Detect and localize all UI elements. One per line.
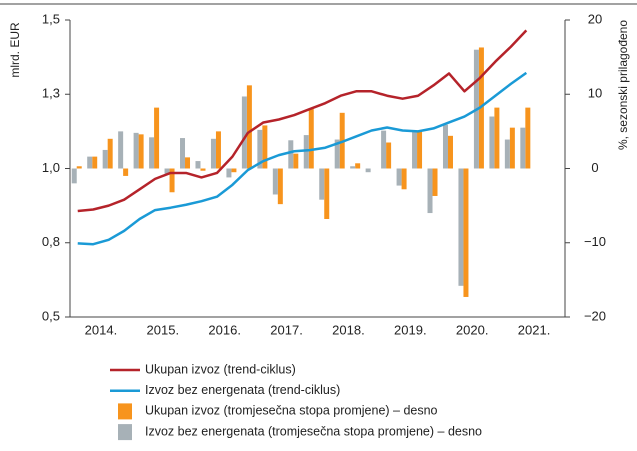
bar bbox=[417, 130, 423, 169]
x-tick-label: 2014. bbox=[85, 322, 118, 337]
bar bbox=[432, 168, 438, 196]
bar bbox=[246, 85, 252, 169]
bar bbox=[226, 168, 232, 178]
y-axis-label: mlrd. EUR bbox=[8, 22, 22, 78]
bar bbox=[520, 127, 526, 169]
y-tick-label: 1,3 bbox=[42, 86, 60, 101]
x-tick-label: 2017. bbox=[270, 322, 303, 337]
bar bbox=[149, 137, 155, 169]
bar bbox=[489, 116, 495, 169]
bar bbox=[504, 139, 510, 169]
y2-tick-label: 10 bbox=[588, 86, 602, 101]
line-series bbox=[77, 29, 528, 213]
bar bbox=[447, 135, 453, 169]
bar bbox=[272, 168, 278, 195]
bar bbox=[509, 127, 515, 169]
bar bbox=[180, 138, 186, 169]
bar bbox=[102, 149, 108, 169]
legend-swatch bbox=[118, 424, 132, 441]
bar bbox=[396, 168, 402, 186]
legend-swatch bbox=[118, 403, 132, 420]
bar bbox=[164, 168, 170, 174]
bar bbox=[92, 156, 98, 169]
bar bbox=[241, 96, 247, 169]
y2-tick-label: −20 bbox=[584, 308, 606, 323]
legend-label: Ukupan izvoz (tromjesečna stopa promjene… bbox=[145, 404, 438, 418]
bar bbox=[277, 168, 283, 205]
bar bbox=[185, 157, 191, 169]
bar bbox=[350, 166, 356, 169]
bar bbox=[381, 130, 387, 169]
bar bbox=[154, 107, 160, 169]
bar bbox=[463, 168, 469, 297]
bar bbox=[257, 129, 263, 169]
y2-tick-label: 20 bbox=[588, 11, 602, 26]
y-tick-label: 1,0 bbox=[42, 160, 60, 175]
bar bbox=[262, 125, 268, 169]
bar bbox=[494, 107, 500, 169]
legend-label: Izvoz bez energenata (trend-ciklus) bbox=[145, 383, 340, 397]
x-tick-label: 2021. bbox=[518, 322, 551, 337]
bar bbox=[215, 131, 221, 169]
bar bbox=[210, 138, 216, 169]
x-tick-label: 2018. bbox=[332, 322, 365, 337]
bar bbox=[427, 168, 433, 214]
bar bbox=[386, 142, 392, 169]
bar bbox=[303, 135, 309, 169]
bar bbox=[87, 156, 93, 169]
bar bbox=[107, 138, 113, 169]
bar bbox=[458, 168, 464, 286]
bar bbox=[118, 131, 124, 169]
bar bbox=[169, 168, 175, 193]
x-tick-label: 2015. bbox=[147, 322, 180, 337]
bar bbox=[133, 132, 139, 169]
bar bbox=[200, 168, 206, 171]
legend-label: Izvoz bez energenata (tromjesečna stopa … bbox=[145, 424, 482, 438]
bar bbox=[231, 168, 237, 173]
bar bbox=[412, 131, 418, 169]
y2-tick-label: 0 bbox=[591, 160, 598, 175]
line-series bbox=[77, 71, 528, 246]
x-tick-label: 2020. bbox=[456, 322, 489, 337]
bar bbox=[442, 124, 448, 169]
bar bbox=[138, 134, 144, 169]
x-tick-label: 2019. bbox=[394, 322, 427, 337]
legend-label: Ukupan izvoz (trend-ciklus) bbox=[145, 362, 296, 376]
bar bbox=[365, 168, 371, 173]
bar bbox=[308, 109, 314, 169]
y-tick-label: 0,5 bbox=[42, 308, 60, 323]
bar bbox=[324, 168, 330, 219]
bar bbox=[401, 168, 407, 190]
y-tick-label: 0,8 bbox=[42, 234, 60, 249]
bar bbox=[288, 140, 294, 169]
y2-tick-label: −10 bbox=[584, 234, 606, 249]
bar bbox=[334, 139, 340, 169]
bar bbox=[525, 107, 531, 169]
y-tick-label: 1,5 bbox=[42, 11, 60, 26]
bar bbox=[355, 163, 361, 169]
bar bbox=[76, 166, 82, 169]
bar bbox=[319, 168, 325, 200]
bar bbox=[293, 153, 299, 169]
y2-axis-label: %, sezonski prilagođeno bbox=[616, 20, 630, 150]
x-tick-label: 2016. bbox=[208, 322, 241, 337]
bar bbox=[195, 161, 201, 169]
bar bbox=[71, 168, 77, 184]
bar bbox=[123, 168, 129, 176]
